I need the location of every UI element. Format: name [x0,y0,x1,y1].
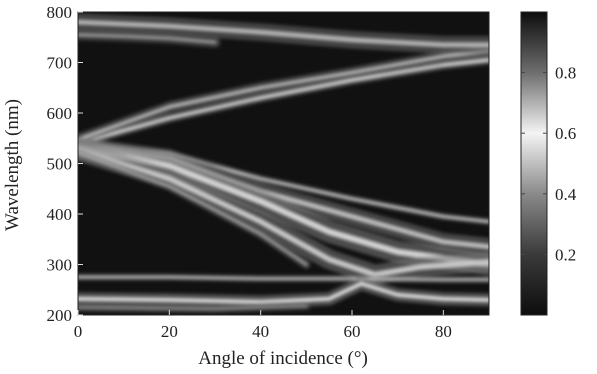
x-tick-label-0: 0 [74,322,83,341]
band-0 [78,58,489,145]
colorbar-tick-label-3: 0.8 [555,64,576,83]
x-tick-label-2: 40 [252,322,269,341]
colorbar-tick-label-0: 0.2 [555,245,576,264]
band-7 [78,148,489,278]
band-1 [78,49,489,141]
y-tick-label-5: 700 [47,54,73,73]
band-10 [78,281,489,304]
x-tick-label-4: 80 [435,322,452,341]
y-tick-label-4: 600 [47,104,73,123]
band-9 [78,276,489,281]
colorbar-tick-label-2: 0.6 [555,124,576,143]
band-11 [78,304,308,311]
y-tick-label-3: 500 [47,155,73,174]
heatmap-bands [78,13,489,314]
y-axis-title: Wavelength (nm) [2,99,23,231]
band-8 [78,152,308,266]
y-tick-label-6: 800 [47,3,73,22]
y-axis: 200 300 400 500 600 700 800 [47,3,83,325]
colorbar-ticks: 0.2 0.4 0.6 0.8 [521,64,577,264]
x-tick-label-3: 60 [344,322,361,341]
band-2 [78,19,489,48]
colorbar-tick-label-1: 0.4 [555,185,577,204]
y-tick-label-0: 200 [47,306,73,325]
band-3 [78,33,217,44]
x-axis: 0 20 40 60 80 [74,310,452,341]
y-tick-label-2: 400 [47,205,73,224]
y-tick-label-1: 300 [47,256,73,275]
x-tick-label-1: 20 [161,322,178,341]
x-axis-title: Angle of incidence (°) [198,348,368,369]
colorbar [520,11,548,316]
band-6 [78,145,489,268]
